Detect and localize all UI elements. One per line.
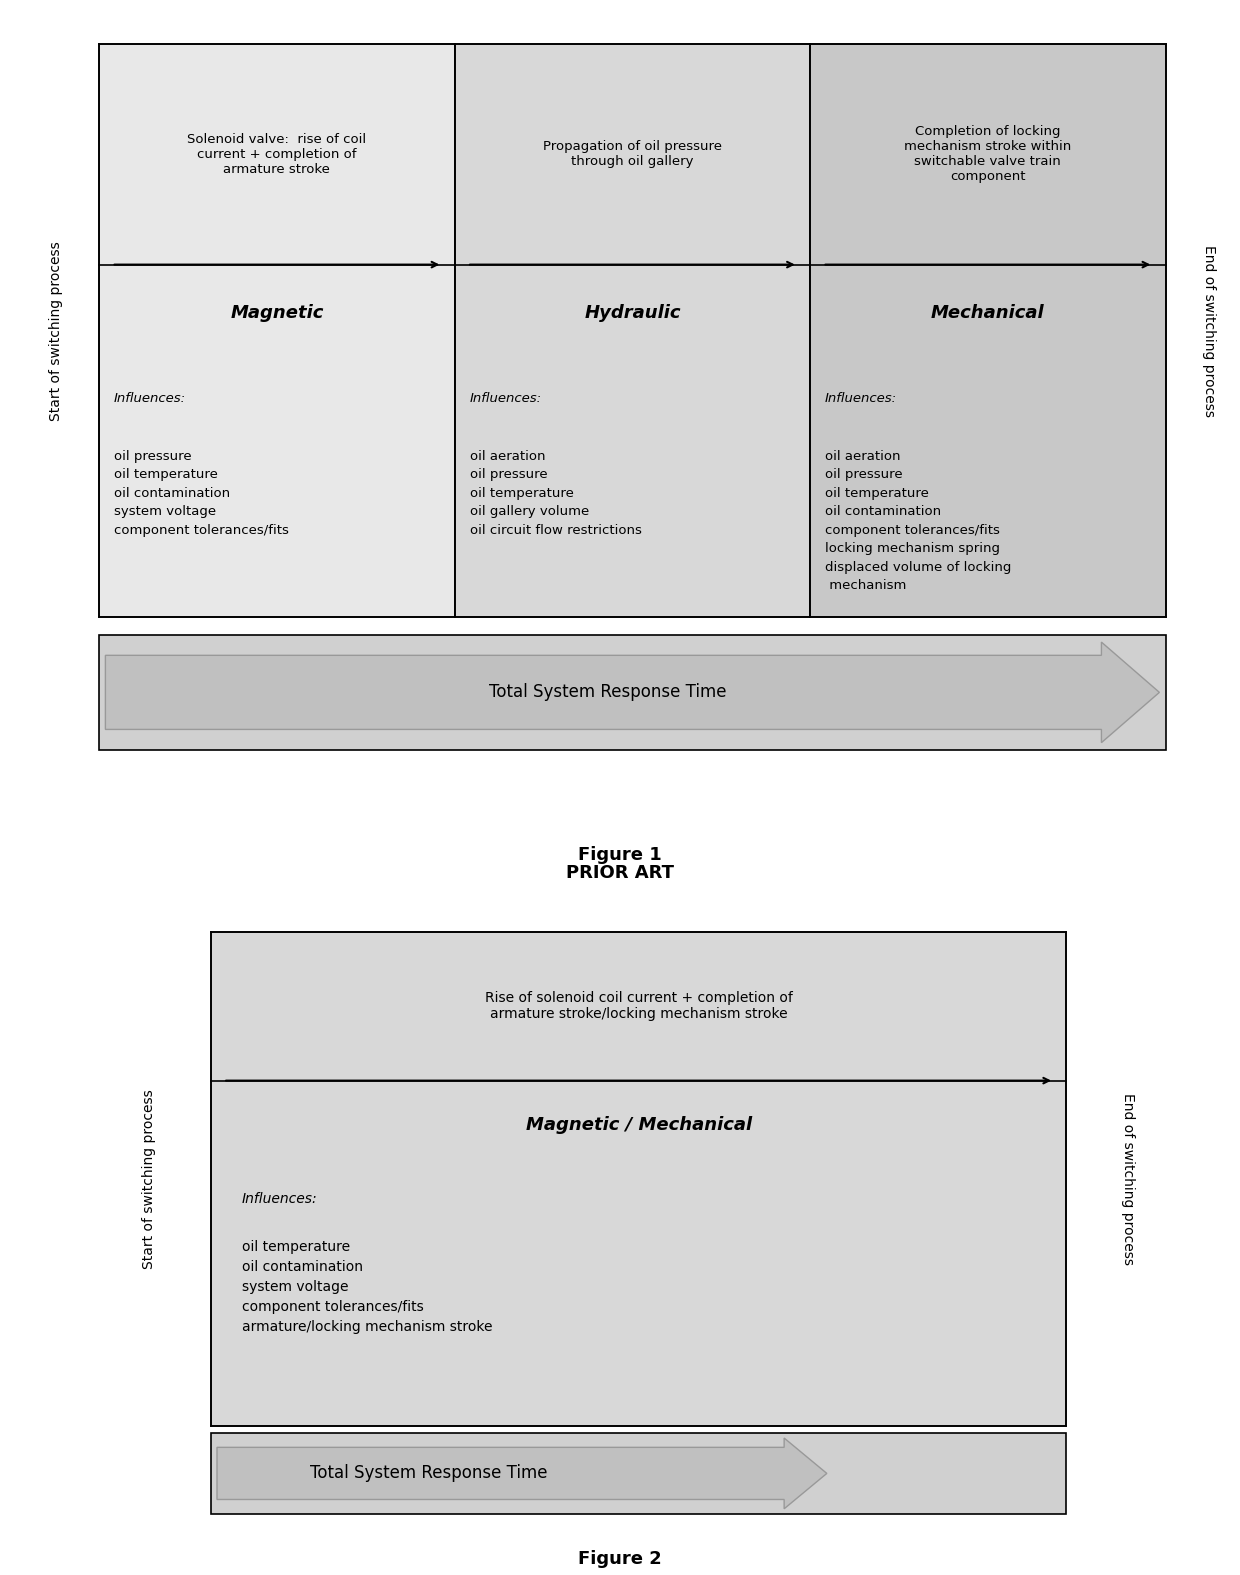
FancyArrow shape: [217, 1438, 827, 1509]
Text: oil aeration
oil pressure
oil temperature
oil gallery volume
oil circuit flow re: oil aeration oil pressure oil temperatur…: [470, 450, 641, 537]
Text: PRIOR ART: PRIOR ART: [565, 865, 675, 882]
Text: Influences:: Influences:: [825, 392, 897, 405]
Text: oil temperature
oil contamination
system voltage
component tolerances/fits
armat: oil temperature oil contamination system…: [242, 1240, 492, 1334]
Text: Start of switching process: Start of switching process: [48, 241, 63, 421]
Text: End of switching process: End of switching process: [1121, 1093, 1136, 1265]
Text: Hydraulic: Hydraulic: [584, 304, 681, 323]
Text: Figure 2: Figure 2: [578, 1550, 662, 1569]
Bar: [211, 931, 1066, 1425]
Text: Start of switching process: Start of switching process: [141, 1088, 156, 1269]
Text: Total System Response Time: Total System Response Time: [489, 684, 727, 701]
Bar: [211, 1433, 1066, 1514]
Text: Total System Response Time: Total System Response Time: [310, 1465, 548, 1482]
Text: Propagation of oil pressure
through oil gallery: Propagation of oil pressure through oil …: [543, 140, 722, 169]
Text: Magnetic: Magnetic: [231, 304, 324, 323]
Text: Rise of solenoid coil current + completion of
armature stroke/locking mechanism : Rise of solenoid coil current + completi…: [485, 991, 792, 1021]
Text: Influences:: Influences:: [242, 1192, 317, 1206]
Bar: [99, 635, 1166, 750]
Bar: [810, 44, 1166, 617]
Bar: [99, 44, 455, 617]
Text: Solenoid valve:  rise of coil
current + completion of
armature stroke: Solenoid valve: rise of coil current + c…: [187, 132, 367, 176]
Text: oil aeration
oil pressure
oil temperature
oil contamination
component tolerances: oil aeration oil pressure oil temperatur…: [825, 450, 1012, 592]
Text: Magnetic / Mechanical: Magnetic / Mechanical: [526, 1115, 751, 1134]
Text: oil pressure
oil temperature
oil contamination
system voltage
component toleranc: oil pressure oil temperature oil contami…: [114, 450, 289, 537]
Text: Influences:: Influences:: [470, 392, 542, 405]
Text: Figure 1: Figure 1: [578, 846, 662, 865]
Text: Influences:: Influences:: [114, 392, 186, 405]
Text: Completion of locking
mechanism stroke within
switchable valve train
component: Completion of locking mechanism stroke w…: [904, 126, 1071, 183]
Text: End of switching process: End of switching process: [1202, 244, 1216, 417]
Bar: [455, 44, 810, 617]
Text: Mechanical: Mechanical: [931, 304, 1044, 323]
FancyArrow shape: [105, 643, 1159, 743]
